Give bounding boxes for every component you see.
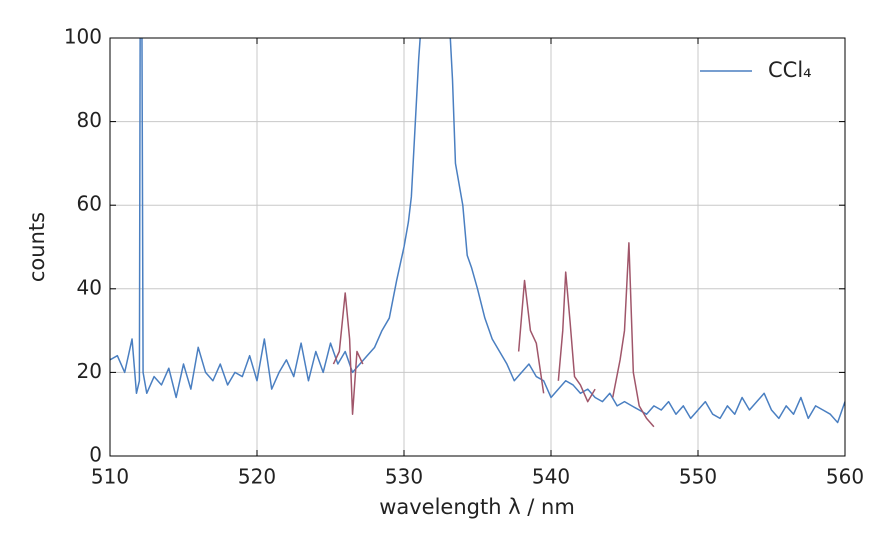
y-tick-label: 20 bbox=[77, 359, 102, 383]
legend: CCl₄ bbox=[700, 58, 812, 82]
x-tick-label: 530 bbox=[385, 465, 423, 489]
y-tick-label: 100 bbox=[64, 25, 102, 49]
x-axis-label: wavelength λ / nm bbox=[379, 495, 575, 519]
x-tick-label: 520 bbox=[238, 465, 276, 489]
x-tick-label: 540 bbox=[532, 465, 570, 489]
x-tick-label: 550 bbox=[679, 465, 717, 489]
y-tick-label: 60 bbox=[77, 192, 102, 216]
lines bbox=[110, 38, 845, 428]
series-line bbox=[110, 38, 845, 424]
ticks: 510 520 530 540 550 560 0 20 40 60 80 100 bbox=[64, 25, 864, 489]
y-tick-label: 80 bbox=[77, 108, 102, 132]
x-tick-label: 560 bbox=[826, 465, 864, 489]
x-tick-label: 510 bbox=[91, 465, 129, 489]
axes-frame bbox=[109, 37, 846, 457]
plot-area bbox=[110, 38, 845, 456]
y-tick-label: 40 bbox=[77, 275, 102, 299]
y-axis-label: counts bbox=[25, 212, 49, 282]
y-tick-label: 0 bbox=[89, 443, 102, 467]
legend-label: CCl₄ bbox=[768, 58, 812, 82]
series-line bbox=[332, 242, 655, 428]
